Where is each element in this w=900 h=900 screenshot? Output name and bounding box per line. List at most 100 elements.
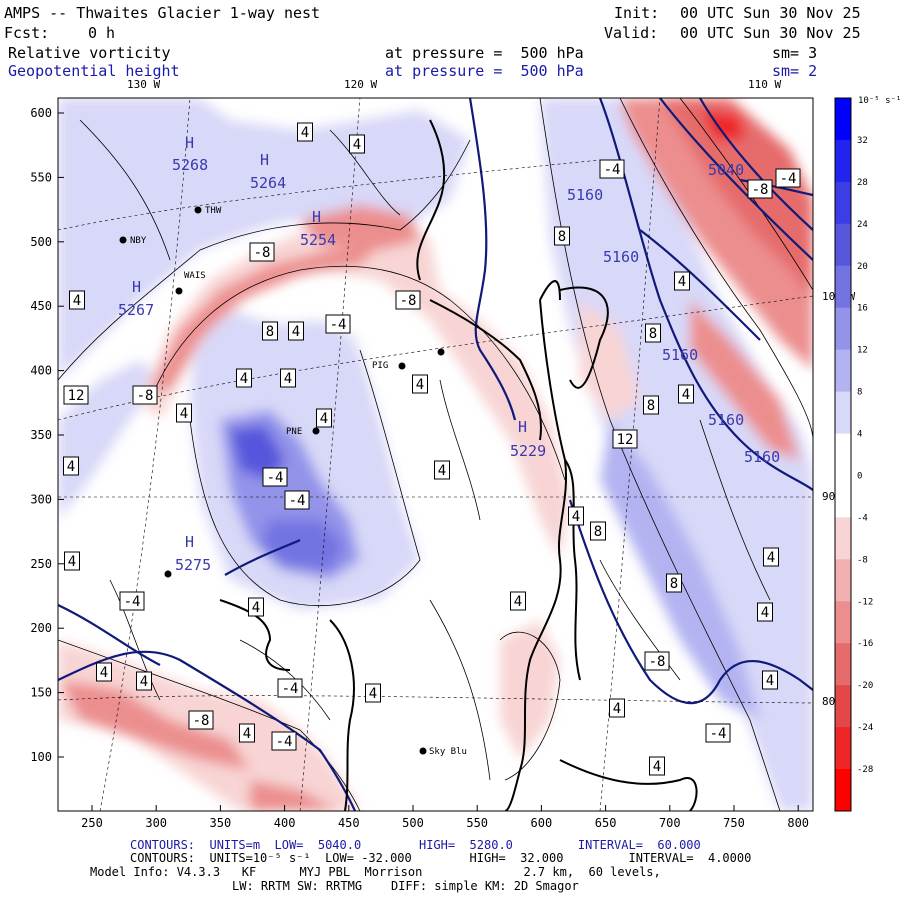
vorticity-label: -8: [752, 182, 769, 198]
vorticity-label-box: [262, 467, 288, 487]
valid-label: Valid:: [604, 24, 659, 42]
station-dot: [164, 570, 172, 578]
vorticity-label: -8: [137, 388, 154, 404]
high-value: 5267: [118, 301, 154, 319]
colorbar-border: [834, 97, 852, 812]
high-marker: H: [132, 278, 141, 296]
vorticity-label: 4: [416, 377, 424, 393]
colorbar-swatch: [835, 601, 851, 644]
forecast-label: Fcst:: [4, 24, 50, 42]
vorticity-label: 4: [438, 463, 446, 479]
x-tick-label: 750: [723, 816, 745, 830]
vorticity-label-box: [757, 602, 773, 622]
vorticity-label-box: [249, 242, 275, 262]
vorticity-label: 4: [67, 459, 75, 475]
vorticity-label: 12: [617, 432, 634, 448]
station-dot: [194, 206, 202, 214]
x-axis: 250 300 350 400 450 500 550 600 650 700 750 800: [81, 805, 809, 830]
vorticity-label: 4: [766, 673, 774, 689]
station-pne: PNE: [286, 427, 302, 437]
height-contour-label: 5160: [603, 248, 639, 266]
colorbar-label: 32: [857, 136, 868, 146]
colorbar-label: 20: [857, 262, 868, 272]
vorticity-contours: [58, 98, 813, 811]
vorticity-label: 4: [140, 674, 148, 690]
vorticity-label: -4: [780, 171, 797, 187]
vorticity-label-box: [69, 290, 85, 310]
colorbar-swatch: [835, 643, 851, 686]
height-contour-label: 5160: [708, 411, 744, 429]
high-marker: H: [260, 151, 269, 169]
y-tick-label: 250: [30, 557, 52, 571]
vorticity-label: 4: [678, 274, 686, 290]
x-tick-label: 500: [402, 816, 424, 830]
vorticity-label-box: [132, 385, 158, 405]
vorticity-label-box: [271, 731, 297, 751]
colorbar-swatch: [835, 265, 851, 309]
vorticity-label-box: [239, 723, 255, 743]
high-value: 5268: [172, 156, 208, 174]
y-tick-label: 400: [30, 364, 52, 378]
vorticity-label-box: [510, 591, 526, 611]
colorbar-swatch: [835, 223, 851, 267]
colorbar-label: -28: [857, 765, 873, 775]
colorbar-swatch: [835, 769, 851, 812]
vorticity-label-box: [96, 662, 112, 682]
colorbar-label: 8: [857, 388, 862, 398]
station-dot: [175, 287, 183, 295]
station-dot: [437, 348, 445, 356]
vorticity-label-box: [674, 271, 690, 291]
x-tick-label: 400: [274, 816, 296, 830]
vorticity-label-box: [64, 551, 80, 571]
colorbar-swatch: [835, 685, 851, 728]
vorticity-label: 4: [613, 701, 621, 717]
vorticity-label-box: [762, 670, 778, 690]
station-pig: PIG: [372, 361, 388, 371]
vorticity-label: 4: [252, 600, 260, 616]
vorticity-label: 8: [649, 326, 657, 342]
vorticity-label: -4: [276, 734, 293, 750]
height-contour-label: 5040: [708, 161, 744, 179]
y-tick-label: 300: [30, 492, 52, 506]
field1-name: Relative vorticity: [8, 44, 171, 62]
colorbar-label: 16: [857, 304, 868, 314]
y-axis: 600 550 500 450 400 350 300 250 200 150 100: [30, 106, 64, 764]
geopotential-contours: [58, 98, 813, 811]
vorticity-label-box: [395, 290, 421, 310]
vorticity-label: 4: [682, 387, 690, 403]
footer-physics-info: LW: RRTM SW: RRTMG DIFF: simple KM: 2D S…: [232, 879, 579, 893]
station-dot: [312, 427, 320, 435]
vorticity-label-box: [236, 368, 252, 388]
valid-time: 00 UTC Sun 30 Nov 25: [680, 24, 861, 42]
vorticity-label: 12: [68, 388, 85, 404]
footer-height-contours: CONTOURS: UNITS=m LOW= 5040.0 HIGH= 5280…: [130, 838, 701, 852]
x-tick-label: 650: [595, 816, 617, 830]
station-wais: WAIS: [184, 271, 206, 281]
colorbar-label: 28: [857, 178, 868, 188]
x-tick-label: 600: [531, 816, 553, 830]
colorbar-label: -16: [857, 639, 873, 649]
vorticity-label: 4: [767, 550, 775, 566]
station-sky-blu: Sky Blu: [429, 747, 467, 757]
vorticity-label-box: [554, 226, 570, 246]
vorticity-label: 4: [284, 371, 292, 387]
y-tick-label: 350: [30, 428, 52, 442]
coastlines: [219, 119, 698, 811]
colorbar-swatch: [835, 727, 851, 770]
vorticity-label: 4: [243, 726, 251, 742]
lat-lon-grid: [58, 98, 813, 811]
vorticity-label-box: [609, 698, 625, 718]
footer-model-info: Model Info: V4.3.3 KF MYJ PBL Morrison 2…: [90, 865, 661, 879]
vorticity-label-box: [775, 168, 801, 188]
height-contour-label: 5160: [744, 448, 780, 466]
init-time: 00 UTC Sun 30 Nov 25: [680, 4, 861, 22]
colorbar-label: -8: [857, 555, 868, 565]
vorticity-label: 4: [240, 371, 248, 387]
field2-level: at pressure = 500 hPa: [385, 62, 584, 80]
vorticity-label: 4: [301, 125, 309, 141]
high-marker: H: [312, 208, 321, 226]
high-value: 5264: [250, 174, 286, 192]
vorticity-label-box: [119, 591, 145, 611]
vorticity-label: 4: [320, 411, 328, 427]
lon-label-110w: 110 W: [748, 78, 782, 91]
